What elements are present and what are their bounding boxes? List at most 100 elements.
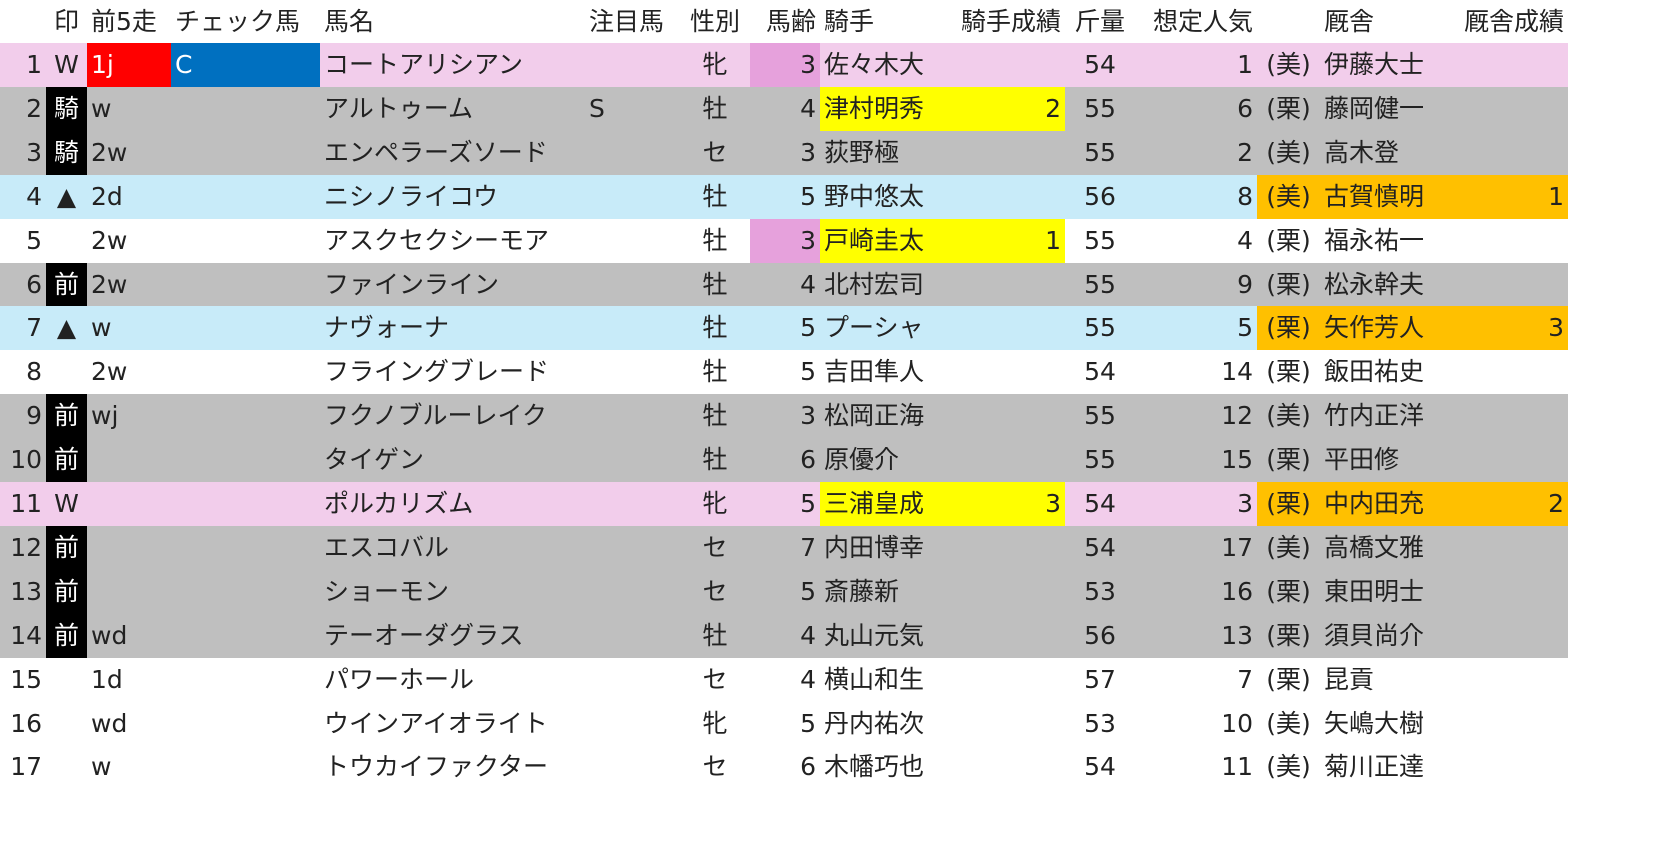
cell-text: 3 [800, 225, 816, 255]
cell-text: 54 [1084, 357, 1116, 387]
row-background [0, 350, 1568, 395]
cell-text: 前 [53, 445, 79, 475]
cell-text: 7 [800, 532, 816, 562]
cell-text: セ [702, 532, 728, 562]
cell-text: w [91, 313, 112, 343]
cell-text: 6 [800, 752, 816, 782]
cell-text: 55 [1084, 401, 1116, 431]
cell-text: 10 [1221, 708, 1253, 738]
row-background [0, 569, 1568, 615]
mark-cell [46, 394, 87, 439]
column-header: 騎手成績 [960, 7, 1061, 36]
cell-text: 前 [53, 620, 79, 650]
cell-text: 12 [10, 532, 42, 562]
cell-text: 14 [1221, 357, 1253, 387]
jockey-highlight [820, 86, 1065, 132]
cell-text: 54 [1084, 50, 1116, 79]
cell-text: 平田修 [1324, 445, 1400, 475]
cell-text: 2w [91, 269, 128, 299]
cell-text: 木幡巧也 [824, 752, 925, 782]
cell-text: 2 [1237, 137, 1253, 167]
cell-text: (栗) [1266, 620, 1311, 650]
cell-text: コートアリシアン [324, 50, 524, 79]
cell-text: 54 [1084, 752, 1116, 782]
cell-text: 56 [1084, 620, 1116, 650]
mark-cell [46, 613, 87, 659]
cell-text: 10 [10, 445, 42, 475]
cell-text: 15 [10, 664, 42, 694]
cell-text: 57 [1084, 664, 1116, 694]
jockey-highlight [820, 482, 1065, 527]
cell-text: アルトゥーム [324, 93, 474, 123]
cell-text: 牡 [702, 93, 728, 123]
cell-text: 55 [1084, 313, 1116, 343]
row-background [0, 657, 1568, 702]
cell-text: 内田博幸 [824, 532, 925, 562]
cell-text: 2d [91, 181, 123, 211]
jockey-highlight [820, 218, 1065, 263]
cell-text: 牡 [702, 269, 728, 299]
cell-text: 9 [26, 401, 42, 431]
cell-text: (美) [1266, 532, 1311, 562]
cell-text: (美) [1266, 50, 1311, 79]
cell-text: 牡 [702, 445, 728, 475]
cell-text: 3 [800, 137, 816, 167]
cell-text: 55 [1084, 93, 1116, 123]
cell-text: 昆貢 [1324, 664, 1375, 694]
cell-text: 8 [1237, 181, 1253, 211]
cell-text: フライングブレード [324, 357, 550, 387]
cell-text: 54 [1084, 532, 1116, 562]
cell-text: 1d [91, 664, 123, 694]
row-background [0, 438, 1568, 483]
cell-text: 吉田隼人 [824, 357, 925, 387]
cell-text: 8 [26, 357, 42, 387]
form-cell [87, 43, 171, 88]
cell-text: 牡 [702, 225, 728, 255]
cell-text: w [91, 93, 112, 123]
cell-text: タイゲン [324, 445, 425, 475]
row-background [0, 525, 1568, 571]
cell-text: wd [91, 708, 128, 738]
cell-text: トウカイファクター [324, 752, 549, 782]
cell-text: 14 [10, 620, 42, 650]
cell-text: 1 [1045, 225, 1061, 255]
cell-text: (美) [1266, 137, 1311, 167]
cell-text: 16 [1221, 576, 1253, 606]
cell-text: (美) [1266, 401, 1311, 431]
cell-text: 54 [1084, 489, 1116, 518]
cell-text: 55 [1084, 225, 1116, 255]
cell-text: C [175, 50, 193, 79]
cell-text: 北村宏司 [824, 269, 925, 299]
cell-text: 牝 [702, 708, 728, 738]
cell-text: 5 [800, 313, 816, 343]
row-background [0, 701, 1568, 746]
cell-text: 東田明士 [1324, 576, 1425, 606]
cell-text: 5 [800, 576, 816, 606]
cell-text: ▲ [56, 181, 77, 211]
cell-text: 16 [10, 708, 42, 738]
cell-text: 53 [1084, 576, 1116, 606]
cell-text: 4 [800, 269, 816, 299]
cell-text: 55 [1084, 269, 1116, 299]
cell-text: 2w [91, 225, 128, 255]
cell-text: 3 [800, 50, 816, 79]
cell-text: セ [702, 752, 728, 782]
cell-text: (美) [1266, 708, 1311, 738]
cell-text: wd [91, 620, 128, 650]
cell-text: 56 [1084, 181, 1116, 211]
cell-text: 3 [1237, 489, 1253, 518]
row-background [0, 745, 1568, 790]
cell-text: 三浦皇成 [824, 489, 925, 518]
cell-text: (栗) [1266, 313, 1311, 343]
cell-text: 古賀慎明 [1324, 181, 1425, 211]
cell-text: 野中悠太 [824, 181, 925, 211]
cell-text: 53 [1084, 708, 1116, 738]
cell-text: 2 [26, 93, 42, 123]
cell-text: 丹内祐次 [824, 708, 925, 738]
cell-text: (栗) [1266, 664, 1311, 694]
cell-text: 5 [800, 357, 816, 387]
cell-text: (栗) [1266, 93, 1311, 123]
cell-text: 戸崎圭太 [824, 225, 925, 255]
cell-text: セ [702, 137, 728, 167]
cell-text: ニシノライコウ [324, 181, 499, 211]
